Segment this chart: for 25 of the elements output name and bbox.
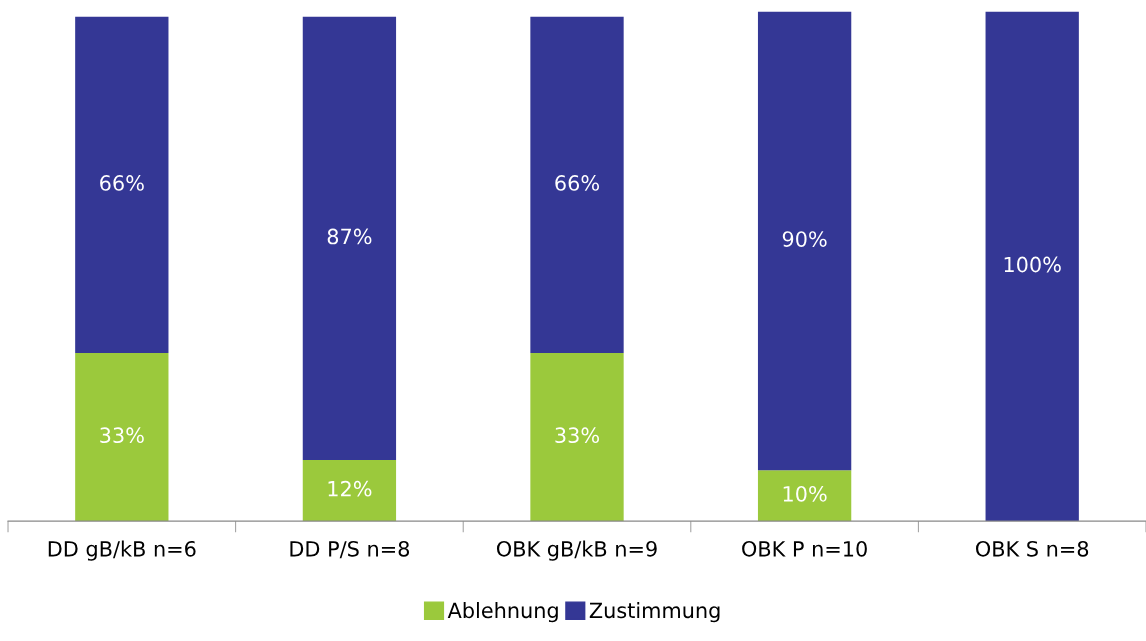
- x-tick-label: OBK S n=8: [976, 540, 1089, 557]
- data-label: 90%: [782, 231, 827, 247]
- data-label: 10%: [783, 485, 827, 502]
- data-label: 87%: [327, 228, 372, 245]
- legend-label: Ablehnung: [447, 602, 558, 623]
- bar: [302, 459, 397, 522]
- bar: [757, 470, 852, 522]
- data-label: 33%: [555, 427, 600, 444]
- bar: [302, 16, 397, 460]
- bar: [757, 11, 852, 471]
- data-label: 66%: [100, 175, 144, 191]
- x-tick-label: DD gB/kB n=6: [48, 540, 196, 561]
- bar: [530, 16, 624, 353]
- bar: [75, 352, 169, 522]
- data-label: 100%: [1004, 256, 1061, 273]
- legend-label: Zustimmung: [589, 602, 720, 623]
- x-tick-label: OBK P n=10: [742, 540, 867, 557]
- bar: [985, 11, 1079, 522]
- data-label: 33%: [100, 427, 144, 444]
- data-label: 12%: [328, 480, 372, 497]
- x-tick-label: OBK gB/kB n=9: [496, 540, 657, 561]
- bar: [75, 16, 169, 353]
- data-label: 66%: [555, 175, 600, 191]
- x-tick-label: DD P/S n=8: [290, 540, 410, 559]
- bar: [530, 352, 624, 522]
